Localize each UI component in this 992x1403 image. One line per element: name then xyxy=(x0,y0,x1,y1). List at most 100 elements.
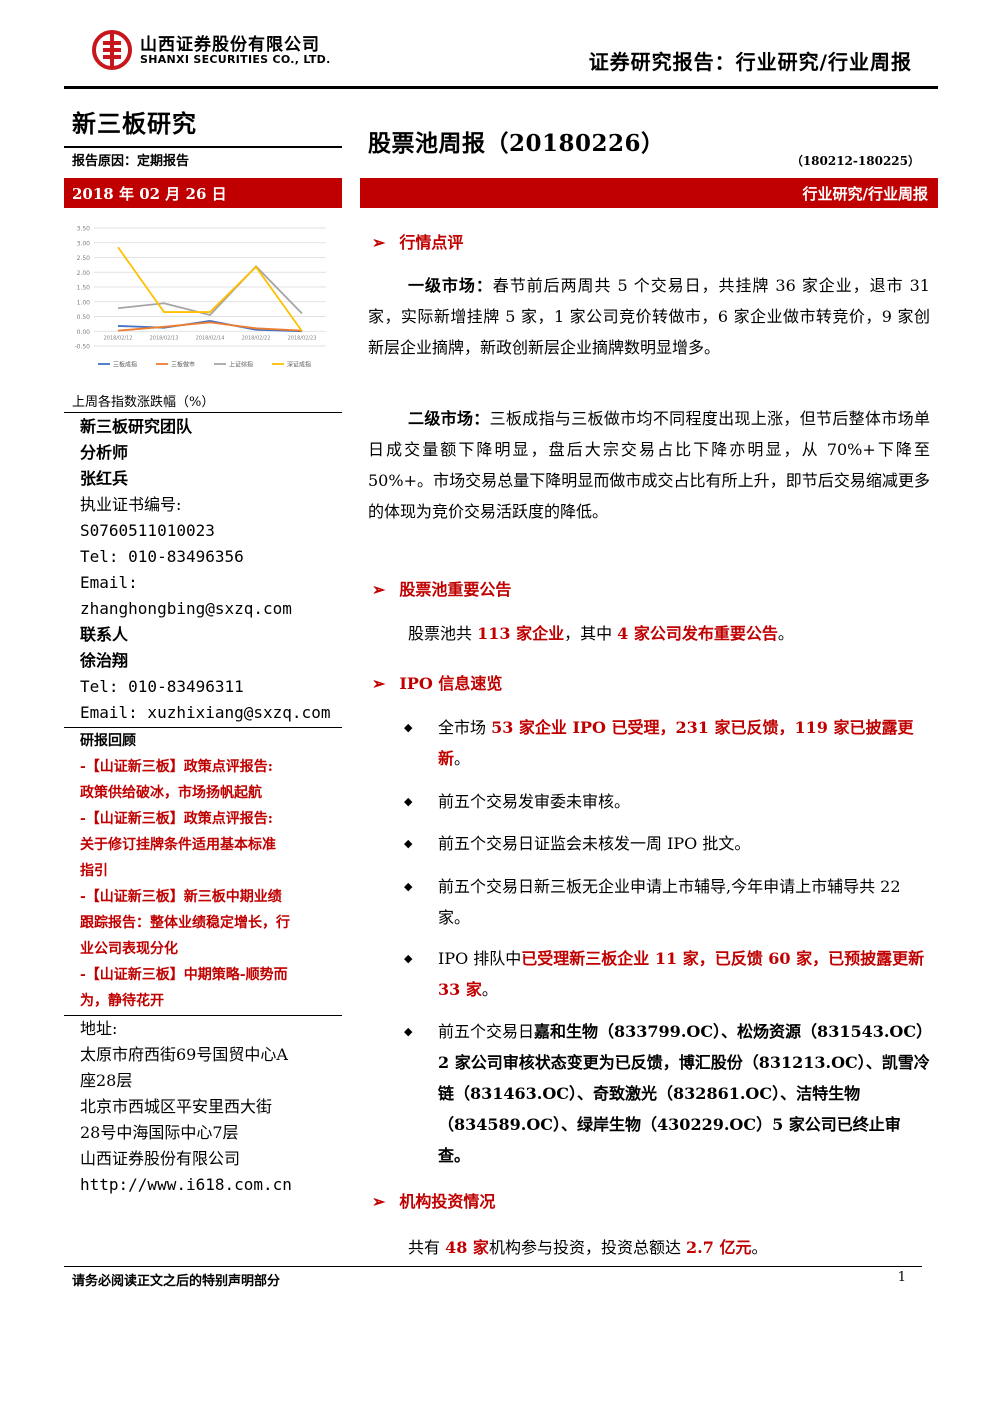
ipo-item: 前五个交易发审委未审核。 xyxy=(438,792,631,811)
website-link[interactable]: http://www.i618.com.cn xyxy=(80,1175,292,1194)
section-invest-heading: ➢ 机构投资情况 xyxy=(372,1188,495,1212)
section-title: 股票池重要公告 xyxy=(399,580,512,599)
y-tick-label: 2.50 xyxy=(77,255,91,262)
y-tick-label: -0.50 xyxy=(74,344,90,351)
y-tick-label: 0.50 xyxy=(77,314,91,321)
y-tick-label: 3.50 xyxy=(77,226,91,233)
address-label: 地址: xyxy=(80,1019,118,1038)
page-number: 1 xyxy=(897,1270,906,1285)
highlight: 53 家企业 IPO 已受理，231 家已反馈，119 家已披露更新 xyxy=(438,718,914,768)
team-name: 新三板研究团队 xyxy=(80,417,193,436)
ipo-item: 前五个交易日新三板无企业申请上市辅导,今年申请上市辅导共 22 家。 xyxy=(438,877,901,927)
review-item[interactable]: 政策供给破冰，市场扬帆起航 xyxy=(80,785,262,801)
review-item[interactable]: -【山证新三板】中期策略-顺势而 xyxy=(80,967,288,983)
series-line xyxy=(117,246,303,332)
arrow-icon: ➢ xyxy=(372,580,386,599)
diamond-bullet-icon: ◆ xyxy=(404,1025,413,1038)
x-tick-label: 2018/02/14 xyxy=(196,335,225,341)
review-item[interactable]: 关于修订挂牌条件适用基本标准 xyxy=(80,837,276,853)
legend-label: 三板做市 xyxy=(171,361,195,369)
cert-label: 执业证书编号: xyxy=(80,495,182,514)
category-label: 行业研究/行业周报 xyxy=(802,185,928,203)
review-item[interactable]: -【山证新三板】新三板中期业绩 xyxy=(80,889,282,905)
ipo-item: 前五个交易日嘉和生物（833799.OC）、松炀资源（831543.OC）2 家… xyxy=(438,1016,930,1171)
series-line xyxy=(117,320,303,333)
footer-disclaimer: 请务必阅读正文之后的特别声明部分 xyxy=(72,1274,281,1289)
text: 。 xyxy=(751,1238,768,1257)
chart-caption: 上周各指数涨跌幅（%） xyxy=(72,395,215,410)
text: IPO 排队中 xyxy=(438,949,522,968)
report-date: 2018 年 02 月 26 日 xyxy=(72,185,227,203)
paragraph-body: 三板成指与三板做市均不同程度出现上涨，但节后整体市场单日成交量额下降明显，盘后大… xyxy=(368,409,930,521)
review-item[interactable]: 跟踪报告：整体业绩稳定增长，行 xyxy=(80,915,290,931)
section-title: IPO 信息速览 xyxy=(399,674,503,693)
y-tick-label: 3.00 xyxy=(77,240,91,247)
analyst-name: 张红兵 xyxy=(80,469,129,488)
paragraph-lead: 一级市场： xyxy=(408,276,493,295)
reviews-label: 研报回顾 xyxy=(80,733,136,749)
bold-text: 嘉和生物（833799.OC）、松炀资源（831543.OC）2 家公司审核状态… xyxy=(438,1022,930,1165)
review-item[interactable]: -【山证新三板】政策点评报告: xyxy=(80,759,273,775)
diamond-bullet-icon: ◆ xyxy=(404,837,413,850)
document-title: 股票池周报（20180226） xyxy=(368,130,665,157)
primary-market-paragraph: 一级市场：春节前后两周共 5 个交易日，共挂牌 36 家企业，退市 31 家，实… xyxy=(368,270,930,363)
review-item[interactable]: 指引 xyxy=(80,863,108,879)
ipo-item: IPO 排队中已受理新三板企业 11 家，已反馈 60 家，已预披露更新 33 … xyxy=(438,943,930,1005)
contact-name: 徐治翔 xyxy=(80,651,129,670)
document-period: （180212-180225） xyxy=(790,154,920,168)
arrow-icon: ➢ xyxy=(372,233,386,252)
contact-email[interactable]: Email: xuzhixiang@sxzq.com xyxy=(80,703,331,722)
x-tick-label: 2018/02/13 xyxy=(150,335,179,341)
y-tick-label: 2.00 xyxy=(77,270,91,277)
date-bar xyxy=(64,178,342,208)
ipo-item: 全市场 53 家企业 IPO 已受理，231 家已反馈，119 家已披露更新。 xyxy=(438,712,930,774)
footer-divider xyxy=(64,1266,922,1267)
review-item[interactable]: 为，静待花开 xyxy=(80,993,164,1009)
highlight: 113 家企业 xyxy=(477,624,565,643)
email-label: Email: xyxy=(80,573,138,592)
invest-paragraph: 共有 48 家机构参与投资，投资总额达 2.7 亿元。 xyxy=(368,1232,930,1263)
series-line xyxy=(117,265,303,317)
text: 前五个交易日 xyxy=(438,1022,535,1041)
text: 股票池共 xyxy=(408,624,478,643)
category-bar xyxy=(360,178,938,208)
diamond-bullet-icon: ◆ xyxy=(404,795,413,808)
legend-label: 上证综指 xyxy=(229,361,253,369)
series-line xyxy=(117,321,303,332)
section-pool-heading: ➢ 股票池重要公告 xyxy=(372,576,511,600)
diamond-bullet-icon: ◆ xyxy=(404,952,413,965)
review-item[interactable]: -【山证新三板】政策点评报告: xyxy=(80,811,273,827)
review-item[interactable]: 业公司表现分化 xyxy=(80,941,178,957)
address-line: 山西证券股份有限公司 xyxy=(80,1149,241,1168)
address-line: 太原市府西街69号国贸中心A xyxy=(80,1045,288,1064)
company-name-en: SHANXI SECURITIES CO., LTD. xyxy=(140,53,331,66)
section-ipo-heading: ➢ IPO 信息速览 xyxy=(372,670,502,694)
sidebar-divider xyxy=(64,1015,342,1016)
address-line: 北京市西城区平安里西大街 xyxy=(80,1097,273,1116)
analyst-email[interactable]: zhanghongbing@sxzq.com xyxy=(80,599,292,618)
contact-tel: Tel: 010-83496311 xyxy=(80,677,244,696)
sidebar-divider xyxy=(64,146,342,148)
caption-divider xyxy=(64,412,342,413)
arrow-icon: ➢ xyxy=(372,674,386,693)
section-market-heading: ➢ 行情点评 xyxy=(372,229,463,253)
text: 机构参与投资，投资总额达 xyxy=(488,1238,687,1257)
address-line: 28号中海国际中心7层 xyxy=(80,1123,239,1142)
company-name-cn: 山西证券股份有限公司 xyxy=(140,35,320,55)
text: 。 xyxy=(481,980,498,999)
sidebar-divider xyxy=(64,727,342,728)
index-change-chart: 3.50 3.00 2.50 2.00 1.50 1.00 0.50 0.00 -0.50 201… xyxy=(74,226,326,369)
highlight: 48 家 xyxy=(445,1238,489,1257)
text: 。 xyxy=(454,749,471,768)
x-tick-label: 2018/02/23 xyxy=(288,335,317,341)
sidebar-section-title: 新三板研究 xyxy=(72,109,197,138)
contact-label: 联系人 xyxy=(80,625,129,644)
cert-number: S0760511010023 xyxy=(80,521,215,540)
text: 。 xyxy=(777,624,794,643)
x-tick-label: 2018/02/12 xyxy=(104,335,133,341)
highlight: 2.7 亿元 xyxy=(686,1238,752,1257)
text: 共有 xyxy=(408,1238,446,1257)
report-type-title: 证券研究报告：行业研究/行业周报 xyxy=(588,50,912,74)
diamond-bullet-icon: ◆ xyxy=(404,880,413,893)
legend-label: 三板成指 xyxy=(113,361,137,369)
